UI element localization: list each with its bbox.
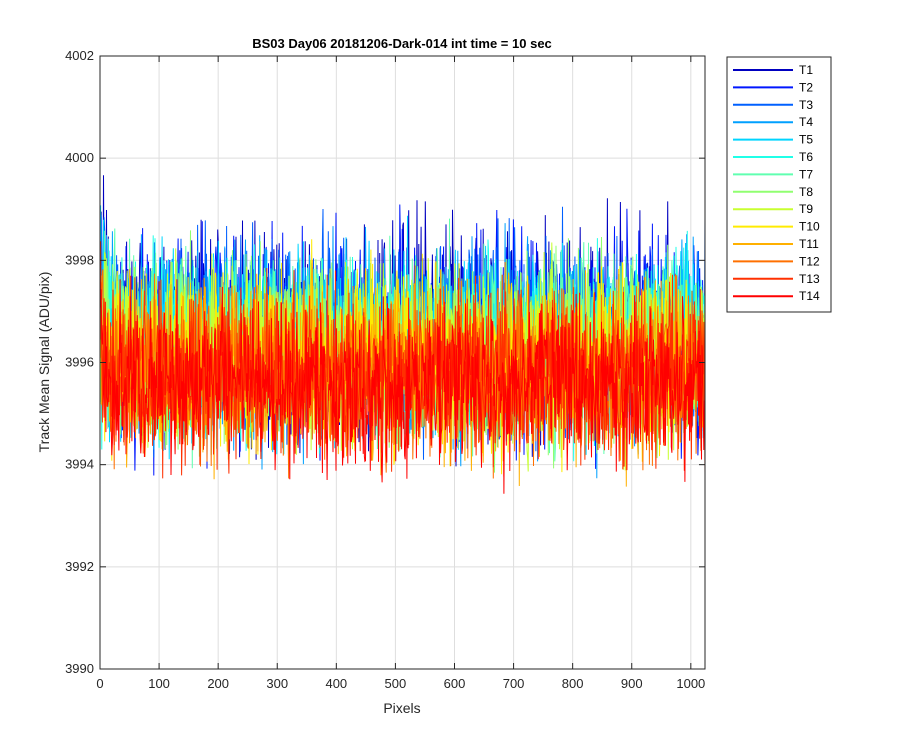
legend-label-t9: T9: [799, 202, 813, 216]
series-line-t14: [100, 267, 705, 494]
series-line-t13: [100, 241, 705, 479]
x-tick-label: 1000: [676, 676, 705, 691]
x-tick-label: 600: [444, 676, 466, 691]
y-tick-label: 4000: [65, 150, 94, 165]
x-tick-label: 700: [503, 676, 525, 691]
legend-label-t4: T4: [799, 115, 813, 129]
x-tick-label: 0: [96, 676, 103, 691]
y-tick-label: 3996: [65, 355, 94, 370]
x-axis-label: Pixels: [383, 700, 420, 716]
y-axis-label: Track Mean Signal (ADU/pix): [36, 272, 52, 453]
x-tick-label: 800: [562, 676, 584, 691]
legend-label-t1: T1: [799, 63, 813, 77]
y-axis-ticks: 3990 3992 3994 3996 3998 4000 4002: [65, 48, 705, 676]
x-tick-label: 500: [385, 676, 407, 691]
legend-label-t3: T3: [799, 98, 813, 112]
series-layer: [100, 175, 705, 494]
x-tick-label: 400: [325, 676, 347, 691]
y-tick-label: 3990: [65, 661, 94, 676]
legend-label-t5: T5: [799, 133, 813, 147]
legend-label-t2: T2: [799, 80, 813, 94]
legend-label-t6: T6: [799, 150, 813, 164]
legend-label-t10: T10: [799, 220, 820, 234]
x-axis-ticks: 0 100 200 300 400 500 600 700 800 900 1000: [96, 56, 705, 691]
y-tick-label: 3992: [65, 559, 94, 574]
legend-label-t11: T11: [799, 237, 819, 251]
legend-label-t12: T12: [799, 254, 820, 268]
x-tick-label: 100: [148, 676, 170, 691]
y-tick-label: 4002: [65, 48, 94, 63]
legend-label-t8: T8: [799, 185, 813, 199]
x-tick-label: 300: [266, 676, 288, 691]
x-tick-label: 200: [207, 676, 229, 691]
legend: T1 T2 T3 T4 T5 T6 T7 T8 T9 T10 T11 T12 T13 T14: [726, 56, 832, 313]
x-tick-label: 900: [621, 676, 643, 691]
legend-box: [726, 56, 832, 313]
legend-label-t7: T7: [799, 167, 813, 181]
legend-label-t14: T14: [799, 289, 820, 303]
y-tick-label: 3998: [65, 252, 94, 267]
legend-label-t13: T13: [799, 272, 820, 286]
y-tick-label: 3994: [65, 457, 94, 472]
chart-title: BS03 Day06 20181206-Dark-014 int time = …: [252, 36, 552, 51]
